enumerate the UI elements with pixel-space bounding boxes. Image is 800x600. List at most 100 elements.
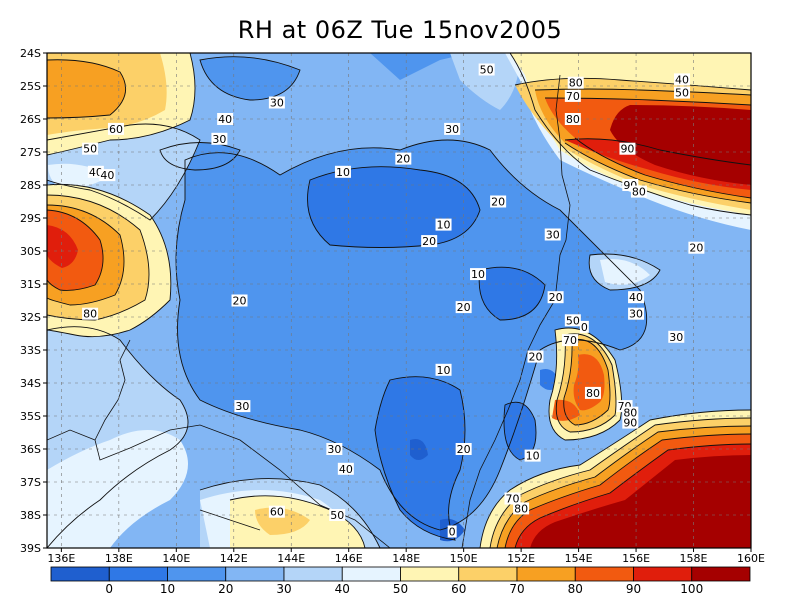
contour-label: 10 <box>471 268 485 281</box>
x-tick-label: 158E <box>680 552 708 565</box>
contour-label: 20 <box>549 291 563 304</box>
colorbar-swatch <box>516 566 576 582</box>
contour-label: 20 <box>422 235 436 248</box>
coastline <box>47 74 571 548</box>
colorbar-label: 100 <box>680 582 703 596</box>
contour-label: 80 <box>569 77 583 90</box>
x-tick-label: 146E <box>335 552 363 565</box>
colorbar-label: 80 <box>568 582 583 596</box>
contour-label-bg <box>211 132 228 145</box>
x-tick-label: 138E <box>105 552 133 565</box>
contour-label: 60 <box>270 506 284 519</box>
colorbar-swatch <box>108 566 168 582</box>
rh-filled-contours <box>47 53 751 548</box>
y-tick-label: 30S <box>20 245 41 258</box>
contour-label-bg <box>217 113 234 125</box>
contour-label: 40 <box>100 169 114 182</box>
contour-label-bg <box>567 76 584 89</box>
contour-label-bg <box>584 386 601 399</box>
x-tick-label: 156E <box>622 552 650 565</box>
colorbar: 0 10 20 30 40 50 60 70 80 90 100 <box>50 566 751 596</box>
colorbar-swatch <box>574 566 634 582</box>
contour-label: 50 <box>566 314 580 327</box>
x-tick-label: 144E <box>277 552 305 565</box>
y-tick-label: 33S <box>20 344 41 357</box>
contour-label-bg <box>504 492 521 505</box>
contour-label: 30 <box>669 331 683 344</box>
contour-label: 70 <box>563 334 577 347</box>
contour-label: 40 <box>339 463 353 476</box>
contour-label: 0 <box>581 321 588 334</box>
contour-label-bg <box>564 113 581 125</box>
contour-label-bg <box>435 218 452 231</box>
colorbar-label: 90 <box>626 582 641 596</box>
y-axis-ticks: 24S 25S 26S 27S 28S 29S 30S 31S 32S 33S 34S 35S 36S 3… <box>20 47 47 555</box>
contour-label-bg <box>455 301 472 314</box>
y-tick-label: 38S <box>20 509 41 522</box>
y-tick-label: 28S <box>20 179 41 192</box>
x-tick-label: 160E <box>737 552 765 565</box>
contour-label: 50 <box>480 64 494 77</box>
x-tick-label: 140E <box>162 552 190 565</box>
contour-label: 20 <box>528 351 542 364</box>
contour-label: 10 <box>437 364 451 377</box>
contour-label-bg <box>470 268 487 281</box>
y-tick-label: 36S <box>20 443 41 456</box>
contour-label-bg <box>527 350 544 363</box>
contour-label-bg <box>628 307 645 320</box>
contour-label: 30 <box>212 133 226 146</box>
contour-label-bg <box>395 152 412 165</box>
contour-label-bg <box>107 122 124 135</box>
contour-label-bg <box>490 195 507 208</box>
contour-label-bg <box>674 86 691 99</box>
contour-label: 40 <box>675 73 689 86</box>
colorbar-swatch <box>225 566 285 582</box>
contour-label-bg <box>547 291 564 304</box>
contour-label-bg <box>564 314 581 327</box>
contour-label-bg <box>544 228 561 241</box>
contour-label-bg <box>478 63 495 76</box>
contour-label: 90 <box>620 143 634 156</box>
y-tick-label: 24S <box>20 47 41 60</box>
contour-label-bg <box>622 406 639 419</box>
contour-label-bg <box>455 443 472 455</box>
contour-label: 80 <box>514 502 528 515</box>
contour-label: 80 <box>623 407 637 420</box>
contour-label: 70 <box>506 493 520 506</box>
contour-label-bg <box>619 142 636 155</box>
contour-label: 20 <box>457 301 471 314</box>
contour-label: 10 <box>437 219 451 232</box>
contour-label-bg <box>444 122 461 135</box>
contour-label-bg <box>435 363 452 376</box>
contour-label: 20 <box>233 295 247 308</box>
contour-label-bg <box>688 241 705 254</box>
contour-label-bg <box>622 416 639 429</box>
colorbar-label: 10 <box>160 582 175 596</box>
contour-label: 80 <box>632 186 646 199</box>
y-tick-label: 25S <box>20 80 41 93</box>
x-tick-label: 148E <box>392 552 420 565</box>
y-tick-label: 31S <box>20 278 41 291</box>
colorbar-swatch <box>341 566 401 582</box>
x-axis-ticks: 136E 138E 140E 142E 144E 146E 148E 150E 152E 154E… <box>47 548 765 565</box>
contour-label: 0 <box>449 526 456 539</box>
y-tick-label: 35S <box>20 410 41 423</box>
x-tick-label: 136E <box>47 552 75 565</box>
contour-label-bg <box>329 509 346 521</box>
contour-label: 10 <box>526 450 540 463</box>
colorbar-label: 30 <box>276 582 291 596</box>
contour-label: 20 <box>689 242 703 255</box>
contour-label-bg <box>447 525 457 538</box>
contour-label: 80 <box>83 308 97 321</box>
contour-label: 50 <box>83 143 97 156</box>
colorbar-label: 60 <box>451 582 466 596</box>
colorbar-swatch <box>633 566 693 582</box>
contour-label: 60 <box>109 123 123 136</box>
contour-label-bg <box>337 462 354 475</box>
contour-label-bg <box>99 169 116 182</box>
colorbar-label: 20 <box>218 582 233 596</box>
y-tick-label: 37S <box>20 476 41 489</box>
y-tick-label: 32S <box>20 311 41 324</box>
